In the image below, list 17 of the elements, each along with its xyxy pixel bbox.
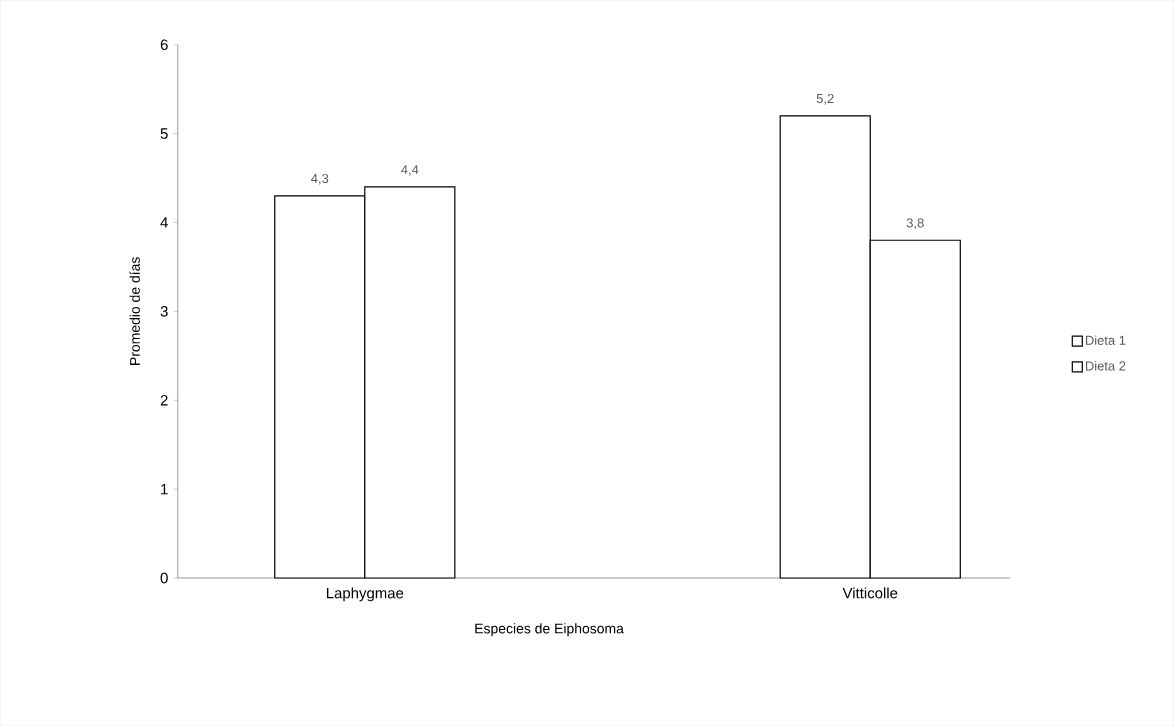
data-label: 5,2 — [816, 94, 834, 105]
x-tick-label: Laphygmae — [326, 587, 404, 602]
data-label: 4,3 — [311, 174, 329, 185]
y-tick-label: 0 — [160, 572, 168, 584]
y-axis-title: Promedio de días — [129, 257, 140, 366]
y-tick-label: 5 — [160, 128, 168, 139]
y-tick-label: 4 — [160, 217, 168, 228]
x-axis-title: Especies de Eiphosoma — [475, 623, 624, 637]
y-tick-label: 6 — [160, 39, 168, 51]
data-label: 4,4 — [401, 165, 419, 176]
legend-label: Dieta 1 — [1085, 335, 1126, 346]
x-tick-label: Vitticolle — [842, 587, 898, 599]
legend-label: Dieta 2 — [1085, 361, 1126, 371]
y-tick-label: 2 — [160, 395, 168, 406]
y-tick-label: 1 — [161, 484, 168, 495]
data-label: 3,8 — [906, 218, 924, 230]
y-tick-label: 3 — [160, 306, 168, 317]
